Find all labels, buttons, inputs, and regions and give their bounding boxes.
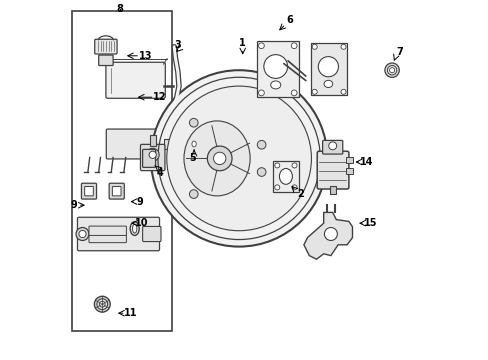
Text: 9: 9 bbox=[137, 197, 143, 207]
Bar bbox=[346, 168, 352, 174]
FancyBboxPatch shape bbox=[322, 140, 342, 154]
Circle shape bbox=[99, 301, 105, 307]
Bar bbox=[329, 186, 335, 194]
Ellipse shape bbox=[270, 81, 280, 89]
FancyBboxPatch shape bbox=[99, 55, 113, 66]
Circle shape bbox=[149, 151, 156, 158]
FancyBboxPatch shape bbox=[106, 129, 164, 159]
Bar bbox=[310, 43, 346, 95]
Text: 8: 8 bbox=[117, 4, 123, 14]
Bar bbox=[149, 135, 155, 146]
Circle shape bbox=[94, 296, 110, 312]
Circle shape bbox=[324, 228, 337, 240]
Circle shape bbox=[257, 168, 265, 176]
Circle shape bbox=[291, 43, 296, 49]
Circle shape bbox=[318, 57, 338, 77]
FancyBboxPatch shape bbox=[106, 62, 165, 98]
Circle shape bbox=[328, 142, 336, 150]
FancyBboxPatch shape bbox=[317, 151, 348, 189]
Text: 5: 5 bbox=[188, 153, 195, 163]
Circle shape bbox=[311, 89, 317, 94]
Circle shape bbox=[340, 44, 346, 49]
Bar bbox=[257, 41, 298, 97]
FancyBboxPatch shape bbox=[140, 144, 164, 171]
Circle shape bbox=[257, 140, 265, 149]
Circle shape bbox=[291, 185, 296, 190]
Ellipse shape bbox=[189, 139, 198, 149]
Bar bbox=[272, 161, 298, 192]
FancyBboxPatch shape bbox=[89, 226, 126, 235]
FancyBboxPatch shape bbox=[77, 217, 159, 251]
Circle shape bbox=[389, 68, 394, 73]
Ellipse shape bbox=[324, 80, 332, 87]
Text: 12: 12 bbox=[153, 92, 166, 102]
Circle shape bbox=[386, 66, 396, 75]
Text: 1: 1 bbox=[239, 38, 245, 48]
FancyBboxPatch shape bbox=[81, 183, 96, 199]
Ellipse shape bbox=[183, 121, 250, 196]
Circle shape bbox=[340, 89, 346, 94]
Circle shape bbox=[274, 185, 279, 190]
Bar bbox=[163, 139, 170, 149]
Circle shape bbox=[146, 148, 159, 161]
FancyBboxPatch shape bbox=[142, 149, 155, 167]
Circle shape bbox=[213, 152, 225, 165]
Text: 15: 15 bbox=[363, 218, 376, 228]
Text: 11: 11 bbox=[124, 308, 138, 318]
Circle shape bbox=[311, 44, 317, 49]
FancyBboxPatch shape bbox=[142, 226, 161, 242]
Bar bbox=[72, 11, 172, 331]
Circle shape bbox=[166, 86, 311, 231]
Circle shape bbox=[291, 163, 296, 168]
FancyBboxPatch shape bbox=[112, 186, 121, 196]
Circle shape bbox=[189, 118, 198, 127]
Circle shape bbox=[79, 230, 86, 238]
Circle shape bbox=[274, 163, 279, 168]
Circle shape bbox=[258, 90, 264, 96]
Text: 7: 7 bbox=[395, 47, 402, 57]
FancyBboxPatch shape bbox=[95, 39, 117, 54]
Bar bbox=[346, 157, 352, 163]
Circle shape bbox=[151, 70, 326, 247]
Circle shape bbox=[264, 55, 287, 78]
Ellipse shape bbox=[132, 224, 137, 233]
Ellipse shape bbox=[130, 222, 139, 235]
Circle shape bbox=[76, 228, 89, 240]
Ellipse shape bbox=[187, 136, 201, 152]
Text: 10: 10 bbox=[135, 218, 148, 228]
Circle shape bbox=[97, 299, 107, 310]
Text: 4: 4 bbox=[156, 168, 163, 178]
Text: 6: 6 bbox=[285, 15, 292, 25]
FancyBboxPatch shape bbox=[89, 233, 126, 243]
Ellipse shape bbox=[279, 168, 292, 184]
Polygon shape bbox=[303, 212, 352, 259]
Text: 9: 9 bbox=[70, 200, 77, 210]
Text: 2: 2 bbox=[296, 189, 303, 199]
Ellipse shape bbox=[192, 141, 196, 147]
Text: 14: 14 bbox=[360, 157, 373, 167]
Circle shape bbox=[189, 190, 198, 198]
Text: 3: 3 bbox=[174, 40, 181, 50]
Circle shape bbox=[258, 43, 264, 49]
Circle shape bbox=[291, 90, 296, 96]
Circle shape bbox=[384, 63, 399, 77]
FancyBboxPatch shape bbox=[84, 186, 93, 196]
Text: 13: 13 bbox=[139, 51, 152, 61]
Circle shape bbox=[207, 146, 232, 171]
FancyBboxPatch shape bbox=[109, 183, 124, 199]
